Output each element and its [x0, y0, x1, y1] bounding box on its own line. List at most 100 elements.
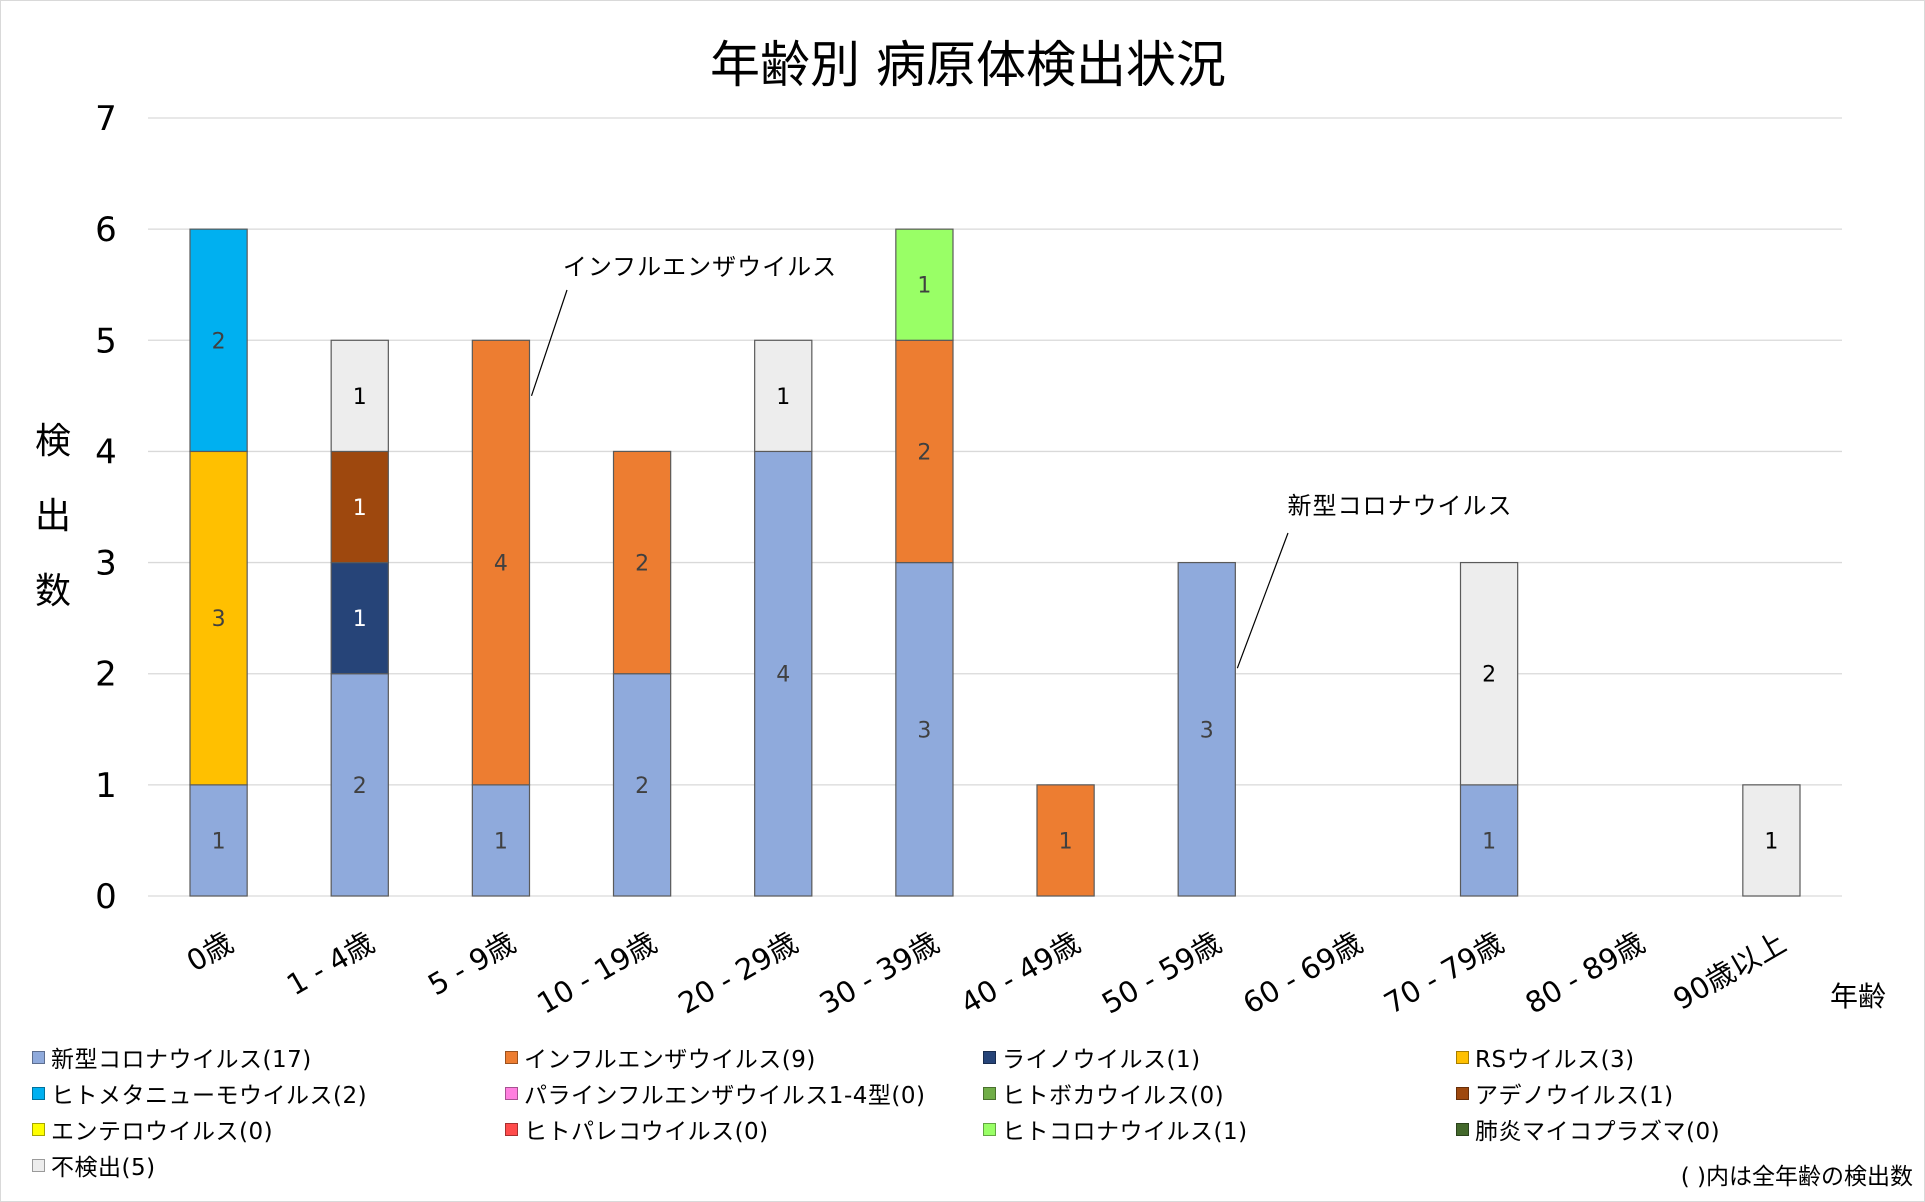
- annotation-leader-line: [530, 289, 568, 397]
- bar-segment: [895, 561, 954, 897]
- data-label: 2: [635, 552, 649, 577]
- legend-item[interactable]: ライノウイルス(1): [983, 1040, 1201, 1074]
- y-axis-ticks: 0 1 2 3 4 5 6 7: [95, 99, 117, 917]
- legend-swatch: [32, 1122, 45, 1136]
- legend-label: ライノウイルス(1): [1002, 1047, 1201, 1073]
- data-label: 1: [353, 496, 367, 521]
- chart-title: 年齢別 病原体検出状況: [710, 36, 1226, 94]
- y-axis-title-char: 検: [35, 421, 71, 462]
- data-label: 1: [1482, 829, 1496, 854]
- annotation-label: インフルエンザウイルス: [563, 253, 837, 281]
- bar-segment: [612, 673, 672, 897]
- legend-item[interactable]: 肺炎マイコプラズマ(0): [1456, 1112, 1720, 1146]
- legend-swatch: [1456, 1086, 1469, 1100]
- y-tick-label: 0: [95, 877, 117, 917]
- legend-swatch: [983, 1086, 996, 1100]
- legend-label: ヒトボカウイルス(0): [1002, 1083, 1225, 1109]
- y-tick-label: 4: [95, 432, 117, 472]
- bar-segment: [471, 339, 531, 786]
- legend-item[interactable]: ヒトパレコウイルス(0): [505, 1112, 769, 1146]
- bar-segment: [754, 450, 813, 897]
- legend-label: ヒトコロナウイルス(1): [1002, 1119, 1248, 1145]
- legend-label: エンテロウイルス(0): [51, 1119, 274, 1145]
- data-label: 2: [212, 329, 226, 354]
- legend-item[interactable]: ヒトボカウイルス(0): [983, 1076, 1224, 1110]
- bar-segment: [1742, 784, 1801, 897]
- legend-label: ヒトパレコウイルス(0): [524, 1119, 769, 1145]
- legend-swatch: [983, 1050, 996, 1064]
- bar-segment: [895, 339, 954, 564]
- legend-swatch: [1456, 1050, 1469, 1064]
- x-tick-label: 70 - 79歳: [1378, 925, 1509, 1020]
- data-label: 2: [917, 440, 931, 465]
- x-axis-title: 年齢: [1830, 980, 1886, 1013]
- legend-label: アデノウイルス(1): [1475, 1083, 1674, 1109]
- data-label: 3: [917, 718, 931, 743]
- data-label: 1: [776, 385, 790, 410]
- legend-swatch: [505, 1050, 518, 1064]
- y-tick-label: 5: [95, 321, 117, 361]
- data-label: 3: [212, 607, 226, 632]
- bar-segment: [330, 339, 389, 453]
- data-label: 1: [353, 607, 367, 632]
- legend-item[interactable]: ヒトコロナウイルス(1): [983, 1112, 1248, 1146]
- legend-swatch: [32, 1050, 45, 1064]
- legend-item[interactable]: RSウイルス(3): [1456, 1040, 1635, 1074]
- x-tick-label: 1 - 4歳: [281, 925, 380, 1002]
- y-axis-title: 検出数: [35, 421, 71, 612]
- legend-item[interactable]: パラインフルエンザウイルス1-4型(0): [505, 1076, 925, 1110]
- legend-label: 肺炎マイコプラズマ(0): [1475, 1119, 1721, 1145]
- legend-label: RSウイルス(3): [1475, 1047, 1635, 1073]
- legend-label: インフルエンザウイルス(9): [524, 1047, 816, 1073]
- bar-segment: [1177, 561, 1236, 897]
- legend-item[interactable]: 新型コロナウイルス(17): [32, 1040, 312, 1074]
- gridlines: [148, 117, 1842, 897]
- legend-item[interactable]: ヒトメタニューモウイルス(2): [32, 1076, 367, 1110]
- legend-label: パラインフルエンザウイルス1-4型(0): [524, 1083, 926, 1109]
- bar-segment: [1459, 561, 1519, 786]
- bar-segment: [1459, 784, 1519, 897]
- bar-segment: [330, 450, 389, 564]
- x-tick-label: 20 - 29歳: [672, 925, 803, 1020]
- annotation-leader-line: [1236, 532, 1289, 669]
- legend-label: ヒトメタニューモウイルス(2): [51, 1083, 368, 1109]
- y-tick-label: 1: [95, 766, 117, 806]
- x-tick-label: 0歳: [181, 925, 239, 978]
- y-tick-label: 6: [95, 210, 117, 250]
- x-tick-label: 10 - 19歳: [531, 925, 662, 1020]
- legend-item[interactable]: 不検出(5): [32, 1148, 156, 1182]
- y-axis-title-char: 数: [35, 571, 71, 612]
- data-label: 2: [353, 774, 367, 799]
- data-labels: 1 3 2 2 1 1 1 1 4 2 2 4 1 3 2 1 1 3 1 2 1: [212, 274, 1779, 855]
- data-label: 2: [635, 774, 649, 799]
- legend-label: 新型コロナウイルス(17): [51, 1047, 312, 1073]
- x-tick-label: 5 - 9歳: [422, 925, 521, 1002]
- x-tick-label: 40 - 49歳: [955, 925, 1086, 1020]
- data-label: 1: [917, 274, 931, 299]
- data-label: 1: [353, 385, 367, 410]
- data-label: 1: [494, 829, 508, 854]
- data-label: 1: [212, 829, 226, 854]
- x-tick-label: 30 - 39歳: [814, 925, 945, 1020]
- bar-segment: [189, 228, 248, 453]
- legend-label: 不検出(5): [51, 1155, 156, 1181]
- legend-item[interactable]: インフルエンザウイルス(9): [505, 1040, 816, 1074]
- x-tick-label: 90歳以上: [1667, 925, 1791, 1016]
- legend-swatch: [505, 1086, 518, 1100]
- data-label: 1: [1059, 829, 1073, 854]
- legend-item[interactable]: エンテロウイルス(0): [32, 1112, 273, 1146]
- x-tick-label: 60 - 69歳: [1237, 925, 1368, 1020]
- legend-swatch: [32, 1086, 45, 1100]
- y-tick-label: 3: [95, 544, 117, 584]
- bars: [189, 228, 1801, 897]
- bar-segment: [895, 228, 954, 341]
- legend-item[interactable]: アデノウイルス(1): [1456, 1076, 1674, 1110]
- footnote: ( )内は全年齢の検出数: [1680, 1164, 1913, 1190]
- annotation-label: 新型コロナウイルス: [1288, 492, 1513, 520]
- x-tick-label: 50 - 59歳: [1096, 925, 1227, 1020]
- bar-segment: [1036, 784, 1095, 897]
- legend-swatch: [505, 1122, 518, 1136]
- x-tick-label: 80 - 89歳: [1519, 925, 1650, 1020]
